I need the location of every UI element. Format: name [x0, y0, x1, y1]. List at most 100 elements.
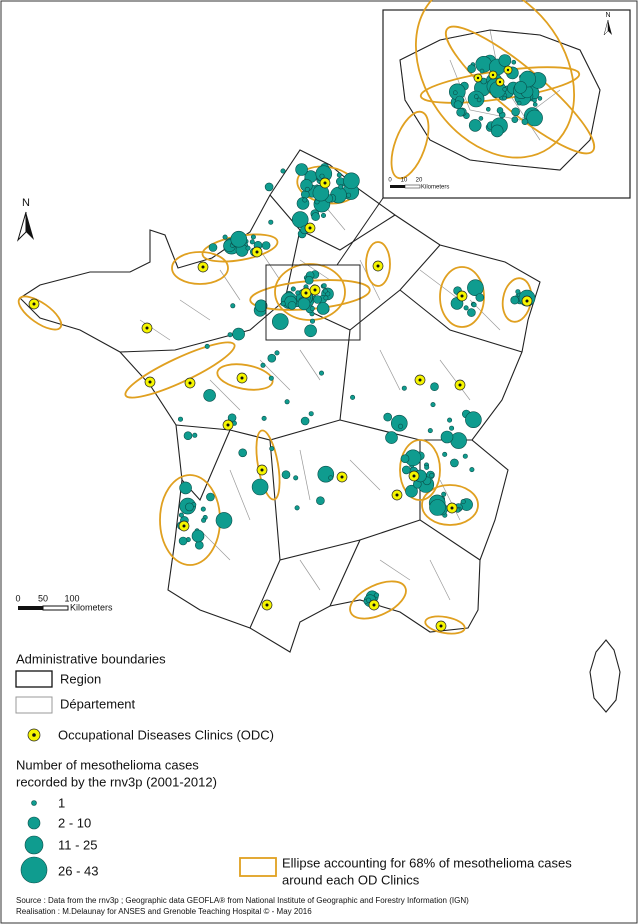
ellipse: [365, 241, 391, 287]
case-circle: [178, 512, 184, 518]
case-circle: [476, 97, 482, 103]
scale-label: 0: [15, 593, 20, 603]
case-circle: [238, 448, 247, 458]
case-circle: [284, 399, 290, 405]
france-map: [17, 149, 621, 713]
case-circle: [281, 470, 291, 480]
case-circle: [251, 478, 269, 496]
case-circle: [208, 243, 218, 252]
case-circle: [447, 417, 453, 423]
case-circle: [479, 68, 485, 74]
ellipse: [424, 615, 466, 635]
odc-center: [304, 291, 308, 295]
odc-center: [506, 68, 510, 72]
case-circle: [430, 402, 436, 408]
case-circle: [511, 116, 519, 123]
ellipse: [216, 363, 274, 391]
case-circle: [250, 234, 256, 240]
ellipse: [349, 580, 407, 620]
case-circle: [478, 116, 484, 121]
case-circle: [230, 230, 248, 248]
case-circle: [260, 362, 266, 368]
odc-center: [460, 294, 464, 298]
legend-item: Département: [60, 696, 136, 711]
case-circle: [294, 505, 300, 511]
case-circle: [463, 305, 469, 311]
case-circle: [328, 475, 334, 481]
case-circle: [274, 350, 280, 356]
odc-center: [412, 474, 416, 478]
case-circle: [467, 279, 484, 297]
case-circle: [204, 343, 210, 349]
odc-center: [240, 376, 244, 380]
odc-center: [498, 80, 502, 84]
case-circle: [192, 432, 198, 438]
case-circle: [297, 297, 311, 311]
case-circle: [249, 239, 255, 245]
case-circle: [450, 458, 459, 468]
odc-center: [525, 299, 529, 303]
case-circle: [401, 385, 407, 391]
case-circle: [201, 517, 207, 523]
legend-heading: recorded by the rnv3p (2001-2012): [16, 774, 217, 789]
odc-center: [418, 378, 422, 382]
case-circle: [291, 211, 309, 228]
north-arrow: N: [16, 197, 34, 242]
case-circle: [295, 290, 301, 296]
case-circle: [485, 107, 491, 112]
case-circle: [268, 375, 274, 381]
case-circle: [280, 301, 286, 307]
odc-center: [145, 326, 149, 330]
case-circle: [309, 318, 315, 324]
case-circle: [442, 451, 448, 457]
case-circle: [280, 168, 286, 174]
case-circle: [521, 118, 529, 125]
odc-center: [265, 603, 269, 607]
case-circle: [498, 54, 512, 67]
case-circle: [441, 491, 447, 497]
odc-center: [376, 264, 380, 268]
case-circle: [490, 124, 504, 138]
case-circle: [532, 102, 538, 107]
odc-center: [458, 383, 462, 387]
case-circle: [195, 540, 204, 550]
case-circle: [319, 173, 325, 179]
case-circle: [295, 163, 308, 176]
case-circle: [191, 529, 205, 543]
legend-heading: Number of mesothelioma cases: [16, 757, 199, 772]
case-circle: [515, 289, 521, 295]
case-circle: [465, 411, 482, 429]
case-circle: [401, 465, 411, 475]
legend-item: Region: [60, 671, 101, 686]
case-circle: [311, 212, 320, 221]
case-circle: [336, 172, 342, 178]
case-circle: [514, 81, 527, 94]
case-circle: [475, 293, 485, 302]
odc-center: [372, 603, 376, 607]
case-circle: [300, 416, 310, 426]
case-circle: [469, 467, 475, 473]
odc-center: [476, 76, 480, 80]
case-circle: [222, 234, 228, 240]
case-circle: [179, 481, 192, 495]
legend-item: 1: [58, 795, 65, 810]
case-circle: [183, 431, 193, 441]
case-circle: [308, 411, 314, 417]
case-circle: [537, 96, 543, 101]
case-circle: [320, 213, 326, 219]
inset-map: N 0 10 20 Kilometers: [382, 0, 631, 199]
case-circle: [429, 472, 435, 478]
case-circle: [429, 499, 446, 516]
case-circle: [467, 90, 485, 108]
case-circle: [269, 446, 275, 452]
case-circle: [271, 313, 289, 330]
inset-scale-unit: Kilometers: [421, 185, 449, 191]
inset-scale-label: 10: [401, 178, 408, 184]
inset-scale-label: 20: [416, 178, 423, 184]
legend: Administrative boundaries Region Départe…: [15, 651, 572, 887]
case-circle: [502, 95, 507, 101]
case-circle: [510, 295, 520, 305]
source-note: Realisation : M.Delaunay for ANSES and G…: [16, 907, 312, 916]
odc-center: [313, 288, 317, 292]
case-circle: [467, 308, 476, 317]
